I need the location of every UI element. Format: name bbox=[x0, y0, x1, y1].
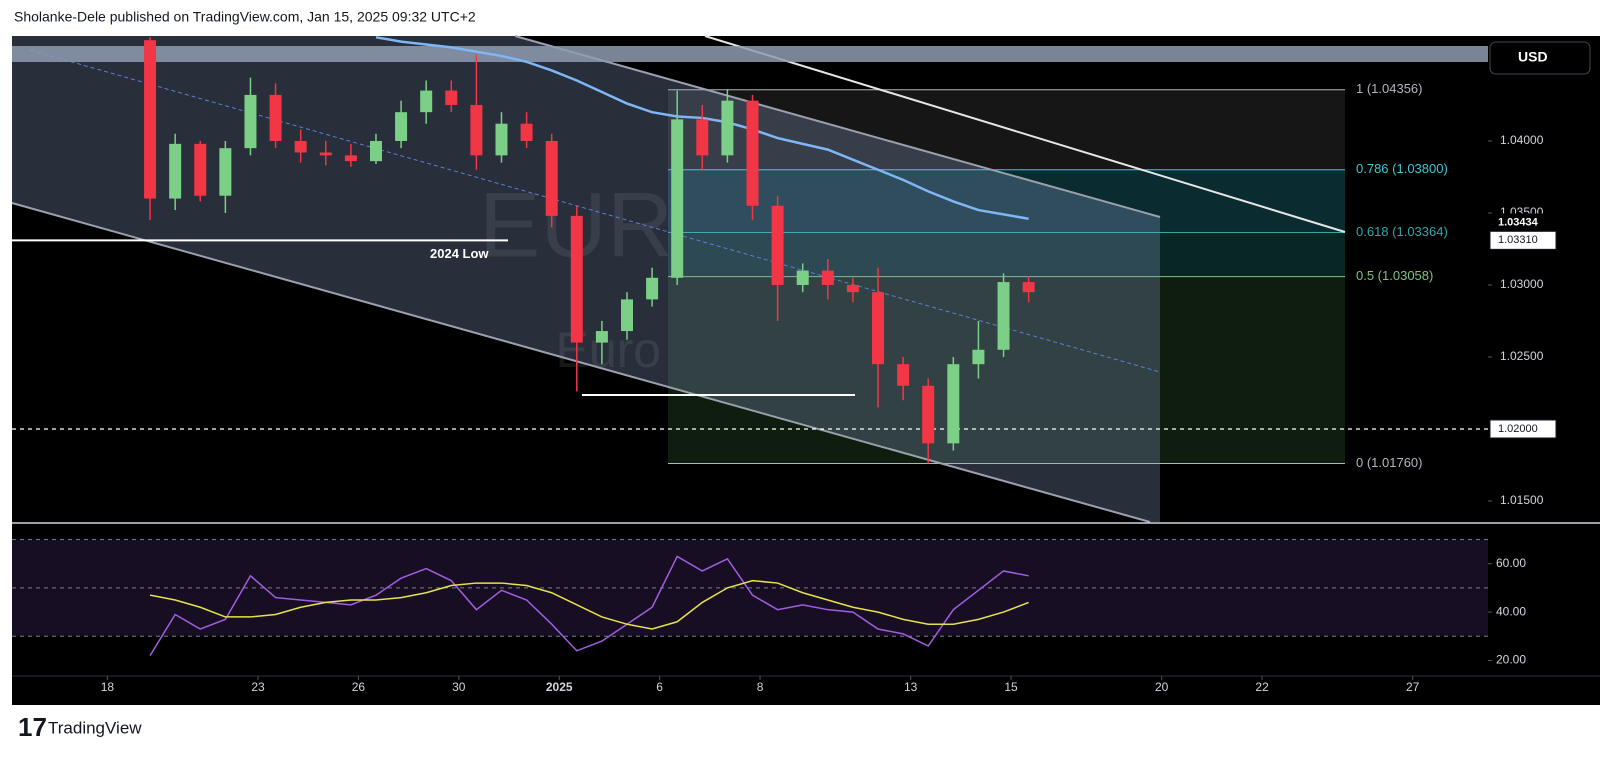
price-marker-box bbox=[1490, 213, 1556, 232]
candle-body bbox=[445, 90, 458, 105]
fib-label: 0.618 (1.03364) bbox=[1356, 224, 1448, 239]
y-tick-label: 1.01500 bbox=[1500, 493, 1544, 507]
channel bbox=[12, 36, 1160, 522]
low-2024-label: 2024 Low bbox=[430, 246, 489, 261]
logo-mark: 17 bbox=[18, 712, 47, 742]
candle-body bbox=[420, 90, 433, 113]
price-pane: EURUSD, 4hEuro / U.S. Dollar1 (1.04356)0… bbox=[11, 35, 1600, 524]
price-marker-box bbox=[1489, 230, 1557, 250]
brand: TradingView bbox=[48, 718, 142, 737]
y-tick-label: 1.04000 bbox=[1500, 133, 1544, 147]
currency: USD bbox=[1518, 49, 1548, 65]
rsi-line bbox=[149, 555, 1029, 657]
candle-body bbox=[319, 152, 332, 156]
candle-body bbox=[470, 104, 483, 156]
candle-body bbox=[771, 205, 784, 285]
candle-body bbox=[821, 270, 834, 285]
candle-body bbox=[897, 364, 910, 386]
candle-body bbox=[570, 215, 583, 343]
x-tick-label: 26 bbox=[352, 680, 366, 694]
candle-body bbox=[1022, 282, 1035, 293]
candle-body bbox=[947, 364, 960, 444]
candle-body bbox=[696, 119, 709, 156]
fib-label: 0 (1.01760) bbox=[1356, 455, 1423, 470]
candle-body bbox=[671, 119, 684, 278]
x-tick-label: 27 bbox=[1406, 680, 1420, 694]
x-tick-label: 22 bbox=[1255, 680, 1269, 694]
candle-body bbox=[721, 100, 734, 156]
x-tick-label: 23 bbox=[251, 680, 265, 694]
top-band bbox=[12, 46, 1488, 62]
candle-body bbox=[621, 299, 633, 332]
y-tick-label: 20.00 bbox=[1496, 653, 1526, 667]
price-marker-box bbox=[1489, 419, 1557, 439]
candle-body bbox=[244, 94, 257, 149]
candle-body bbox=[997, 282, 1010, 350]
x-tick-label: 8 bbox=[757, 680, 764, 694]
x-tick-label: 6 bbox=[656, 680, 663, 694]
candle-body bbox=[595, 331, 608, 343]
trendline bbox=[704, 35, 1346, 233]
fib-label: 1 (1.04356) bbox=[1356, 81, 1423, 96]
candle-body bbox=[796, 270, 809, 285]
x-tick-label: 13 bbox=[904, 680, 918, 694]
candle-body bbox=[344, 155, 357, 162]
fib-label: 0.786 (1.03800) bbox=[1356, 161, 1448, 176]
y-tick-label: 1.02500 bbox=[1500, 349, 1544, 363]
candle-body bbox=[846, 284, 859, 293]
x-tick-label: 15 bbox=[1004, 680, 1018, 694]
candle-body bbox=[369, 140, 382, 162]
candle-body bbox=[395, 112, 408, 141]
candle-body bbox=[194, 143, 207, 196]
channel-upper bbox=[514, 35, 1161, 218]
x-tick-label: 20 bbox=[1155, 680, 1169, 694]
candle-body bbox=[169, 143, 182, 199]
candle-body bbox=[269, 94, 282, 141]
y-tick-label: 1.03000 bbox=[1500, 277, 1544, 291]
byline: Sholanke-Dele published on TradingView.c… bbox=[14, 9, 476, 25]
candle-body bbox=[520, 123, 533, 141]
candle-body bbox=[294, 140, 307, 153]
price-marker-label: 1.02000 bbox=[1498, 423, 1538, 435]
candle-body bbox=[972, 349, 985, 365]
x-tick-label: 30 bbox=[452, 680, 466, 694]
fib-zone bbox=[668, 89, 1345, 170]
rsi-pane: 60.00 40.00 20.00 18 23 26 30 2025 6 8 13 15 20 22 27 bbox=[12, 539, 1600, 694]
candle-body bbox=[872, 292, 885, 365]
candle-body bbox=[219, 148, 232, 196]
x-tick-label: 2025 bbox=[546, 680, 573, 694]
fib-label: 0.5 (1.03058) bbox=[1356, 268, 1433, 283]
price-marker-label: 1.03310 bbox=[1498, 234, 1538, 246]
candle-body bbox=[746, 100, 759, 206]
candle-body bbox=[144, 40, 157, 199]
y-tick-label: 40.00 bbox=[1496, 604, 1526, 618]
y-tick-label: 60.00 bbox=[1496, 556, 1526, 570]
currency-button[interactable] bbox=[1489, 41, 1591, 75]
candle-body bbox=[545, 140, 558, 216]
price-marker-label: 1.03434 bbox=[1498, 216, 1539, 228]
candle-body bbox=[922, 385, 935, 444]
rsi-line bbox=[149, 579, 1029, 630]
channel-lower bbox=[11, 202, 1151, 523]
candle-body bbox=[495, 123, 508, 156]
candle-body bbox=[646, 277, 659, 300]
x-tick-label: 18 bbox=[101, 680, 115, 694]
